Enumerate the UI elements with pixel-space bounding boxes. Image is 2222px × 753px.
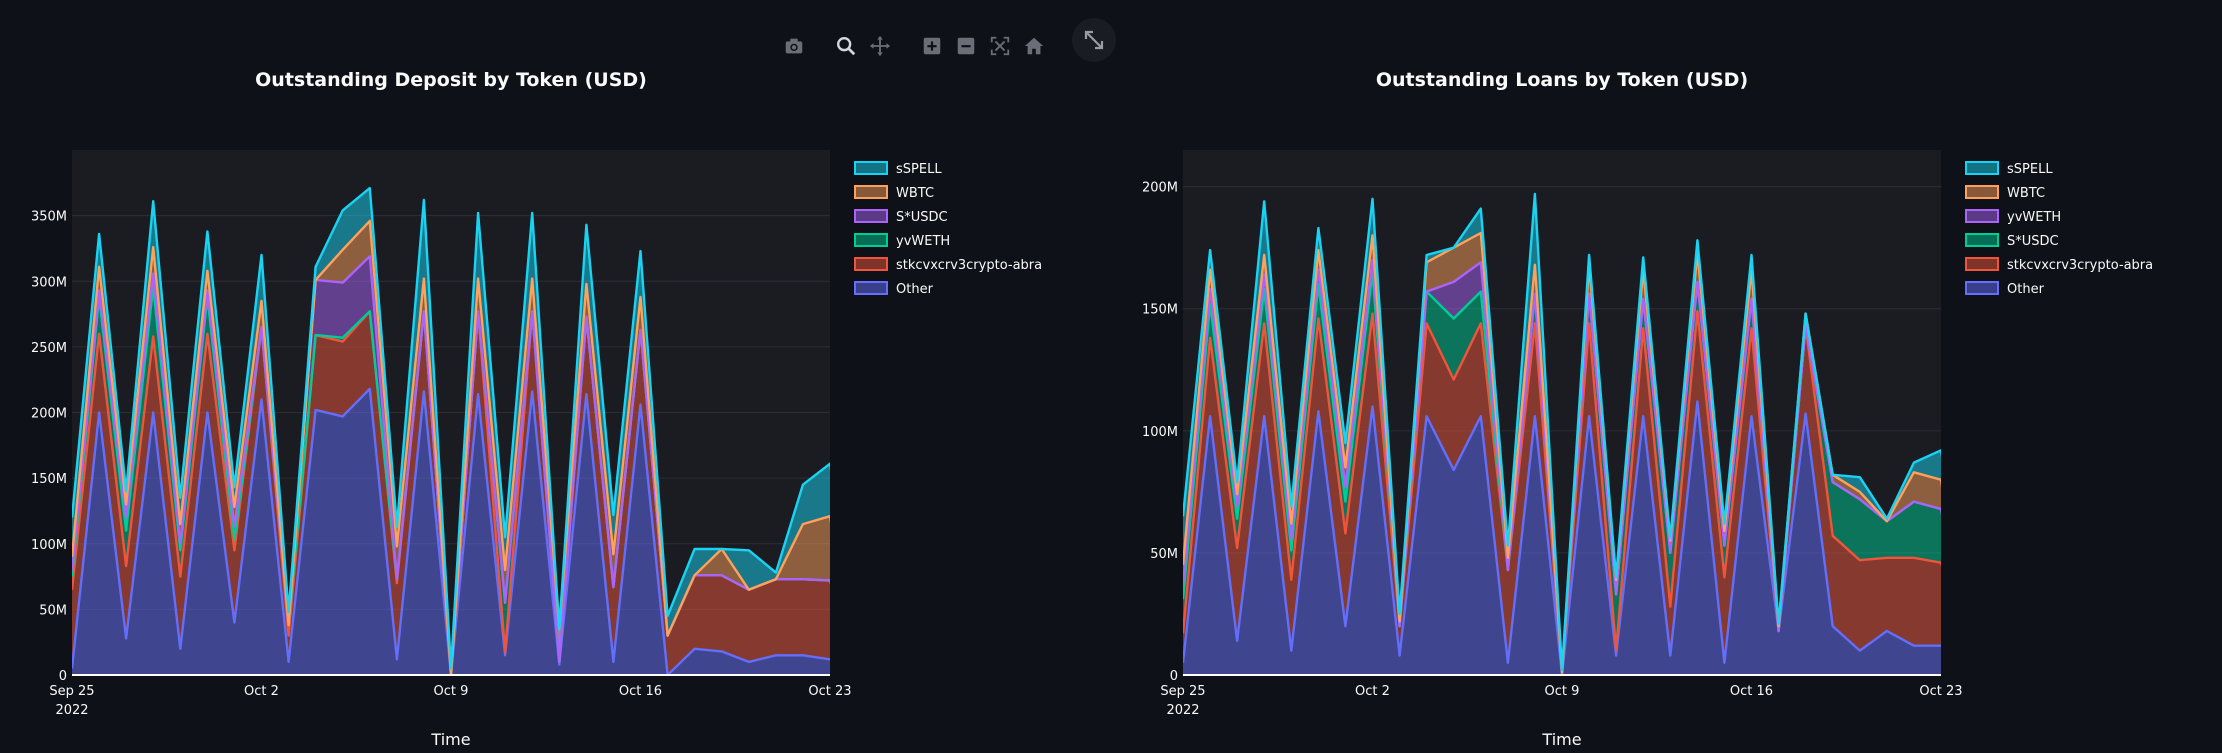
chart1-x-tick-label: Oct 2 [1355,684,1390,699]
legend-swatch [854,281,888,295]
chart0-y-tick-label: 50M [39,603,67,618]
legend-label: stkcvxcrv3crypto-abra [896,258,1042,273]
area-stkcvxcrv3crypto-abra[interactable] [72,311,857,675]
legend-swatch [854,257,888,271]
chart0-x-tick-label: Oct 16 [619,684,662,699]
legend-label: sSPELL [2007,162,2053,177]
line-sspell[interactable] [1183,192,1968,672]
legend-swatch [1965,233,1999,247]
zoom-icon[interactable] [832,32,860,60]
area-other[interactable] [72,388,857,675]
line-other[interactable] [72,387,857,675]
legend-swatch [1965,281,1999,295]
legend-label: WBTC [896,186,934,201]
legend-label: S*USDC [896,210,948,225]
chart0-x-tick-label: Sep 25 [49,684,94,699]
chart0-x-tick-label: Oct 23 [808,684,851,699]
chart1-x-tick-label: Oct 23 [1919,684,1962,699]
legend-swatch [854,233,888,247]
chart1-x-tick-label: Oct 9 [1545,684,1580,699]
legend-label: sSPELL [896,162,942,177]
legend-item-wbtc[interactable]: WBTC [1965,185,2045,201]
legend-label: S*USDC [2007,234,2059,249]
legend-item-wbtc[interactable]: WBTC [854,185,934,201]
legend-item-yvweth[interactable]: yvWETH [1965,209,2061,225]
legend-swatch [1965,257,1999,271]
area-other[interactable] [1183,401,1968,676]
chart1-x-tick-sublabel: 2022 [1166,703,1199,718]
chart0-x-axis-title: Time [430,730,470,749]
line-sspell[interactable] [72,186,857,670]
legend-swatch [854,209,888,223]
chart0-y-tick-label: 250M [31,341,67,356]
chart0-title: Outstanding Deposit by Token (USD) [255,69,647,91]
legend-label: yvWETH [2007,210,2061,225]
chart1-y-tick-label: 150M [1142,303,1178,318]
chart0-y-tick-label: 100M [31,538,67,553]
legend-item-stkcvxcrv3crypto-abra[interactable]: stkcvxcrv3crypto-abra [854,257,1042,273]
deposit-chart: 0 50M 100M 150M 200M 250M 300M 350M Sep 25 2022 Oc… [0,0,1111,749]
chart0-y-tick-label: 300M [31,275,67,290]
line-wbtc[interactable] [72,219,857,675]
chart0-x-tick-label: Oct 2 [244,684,279,699]
legend-swatch [854,161,888,175]
legend-item-sspell[interactable]: sSPELL [1965,161,2053,177]
chart1-y-tick-label: 100M [1142,425,1178,440]
legend-swatch [854,185,888,199]
legend-label: Other [896,282,934,297]
chart0-y-tick-label: 350M [31,210,67,225]
camera-icon[interactable] [780,32,808,60]
legend-item-sspell[interactable]: sSPELL [854,161,942,177]
chart0-y-tick-label: 200M [31,407,67,422]
legend-item-s-usdc[interactable]: S*USDC [854,209,948,225]
legend-item-other[interactable]: Other [1965,281,2045,297]
chart1-y-tick-label: 0 [1170,669,1178,684]
zoom-in-icon[interactable] [918,32,946,60]
legend-item-yvweth[interactable]: yvWETH [854,233,950,249]
chart1-x-axis-title: Time [1541,730,1581,749]
fullscreen-button[interactable] [1072,18,1116,62]
chart0-x-tick-sublabel: 2022 [55,703,88,718]
legend-label: yvWETH [896,234,950,249]
plot-modebar [780,28,1100,64]
autoscale-icon[interactable] [986,32,1014,60]
legend-swatch [1965,161,1999,175]
reset-axes-icon[interactable] [1020,32,1048,60]
chart1-title: Outstanding Loans by Token (USD) [1376,69,1748,91]
chart0-x-tick-label: Oct 9 [434,684,469,699]
legend-item-stkcvxcrv3crypto-abra[interactable]: stkcvxcrv3crypto-abra [1965,257,2153,273]
loans-chart: 0 50M 100M 150M 200M Sep 25 2022 Oct 2 Oct 9 Oct … [1111,0,2222,749]
legend-item-s-usdc[interactable]: S*USDC [1965,233,2059,249]
legend-label: Other [2007,282,2045,297]
chart1-y-tick-label: 200M [1142,181,1178,196]
legend-item-other[interactable]: Other [854,281,934,297]
pan-icon[interactable] [866,32,894,60]
legend-swatch [1965,209,1999,223]
chart1-y-tick-label: 50M [1150,547,1178,562]
legend-label: WBTC [2007,186,2045,201]
chart0-y-tick-label: 0 [59,669,67,684]
legend-swatch [1965,185,1999,199]
legend-label: stkcvxcrv3crypto-abra [2007,258,2153,273]
chart0-y-tick-label: 150M [31,472,67,487]
expand-icon [1084,30,1104,50]
zoom-out-icon[interactable] [952,32,980,60]
area-stkcvxcrv3crypto-abra[interactable] [1183,311,1968,675]
chart1-x-tick-label: Oct 16 [1730,684,1773,699]
chart1-x-tick-label: Sep 25 [1160,684,1205,699]
line-other[interactable] [1183,400,1968,676]
